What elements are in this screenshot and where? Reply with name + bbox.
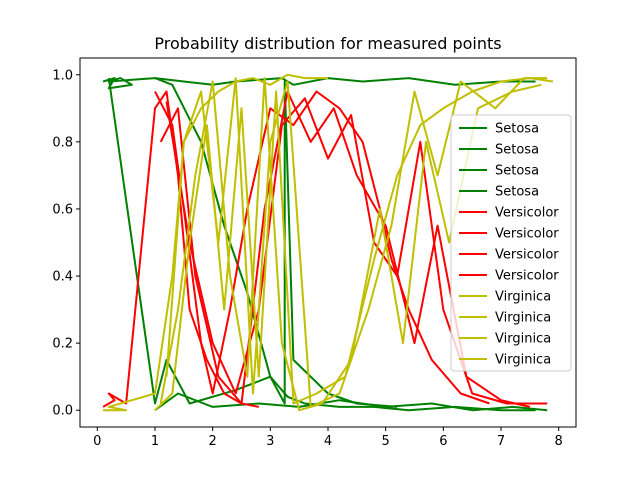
legend-label: Setosa [495, 164, 539, 179]
legend-label: Virginica [495, 290, 551, 305]
plot-lines [102, 73, 554, 412]
series-line-setosa-1 [102, 77, 536, 90]
series-line-setosa-4 [154, 392, 548, 412]
legend-label: Versicolor [495, 248, 559, 263]
y-tick-label: 0.0 [52, 404, 73, 419]
legend-label: Versicolor [495, 206, 559, 221]
legend-label: Virginica [495, 332, 551, 347]
x-tick-label: 8 [555, 434, 563, 449]
series-line-versicolor-6 [154, 90, 490, 405]
axes: 0 1 2 3 4 5 6 7 8 0.0 0.2 0.4 0.6 0.8 1.0 [52, 68, 563, 449]
legend-box [450, 114, 572, 372]
chart-title: Probability distribution for measured po… [154, 34, 501, 53]
legend-label: Versicolor [495, 269, 559, 284]
x-tick-label: 6 [439, 434, 447, 449]
x-tick-label: 5 [382, 434, 390, 449]
series-line-virginica-12 [165, 77, 548, 408]
legend-label: Setosa [495, 143, 539, 158]
legend: Setosa Setosa Setosa Setosa Versicolor Versic… [450, 114, 572, 372]
x-tick-label: 2 [209, 434, 217, 449]
legend-label: Virginica [495, 353, 551, 368]
legend-label: Setosa [495, 122, 539, 137]
y-tick-label: 0.8 [52, 135, 73, 150]
series-line-setosa-3 [154, 77, 398, 408]
y-tick-label: 0.4 [52, 270, 73, 285]
legend-label: Versicolor [495, 227, 559, 242]
x-tick-label: 1 [151, 434, 159, 449]
x-tick-label: 7 [497, 434, 505, 449]
x-tick-label: 4 [324, 434, 332, 449]
y-tick-label: 0.6 [52, 202, 73, 217]
x-tick-label: 0 [93, 434, 101, 449]
legend-label: Setosa [495, 185, 539, 200]
y-tick-label: 0.2 [52, 337, 73, 352]
y-tick-label: 1.0 [52, 68, 73, 83]
x-tick-label: 3 [266, 434, 274, 449]
legend-label: Virginica [495, 311, 551, 326]
